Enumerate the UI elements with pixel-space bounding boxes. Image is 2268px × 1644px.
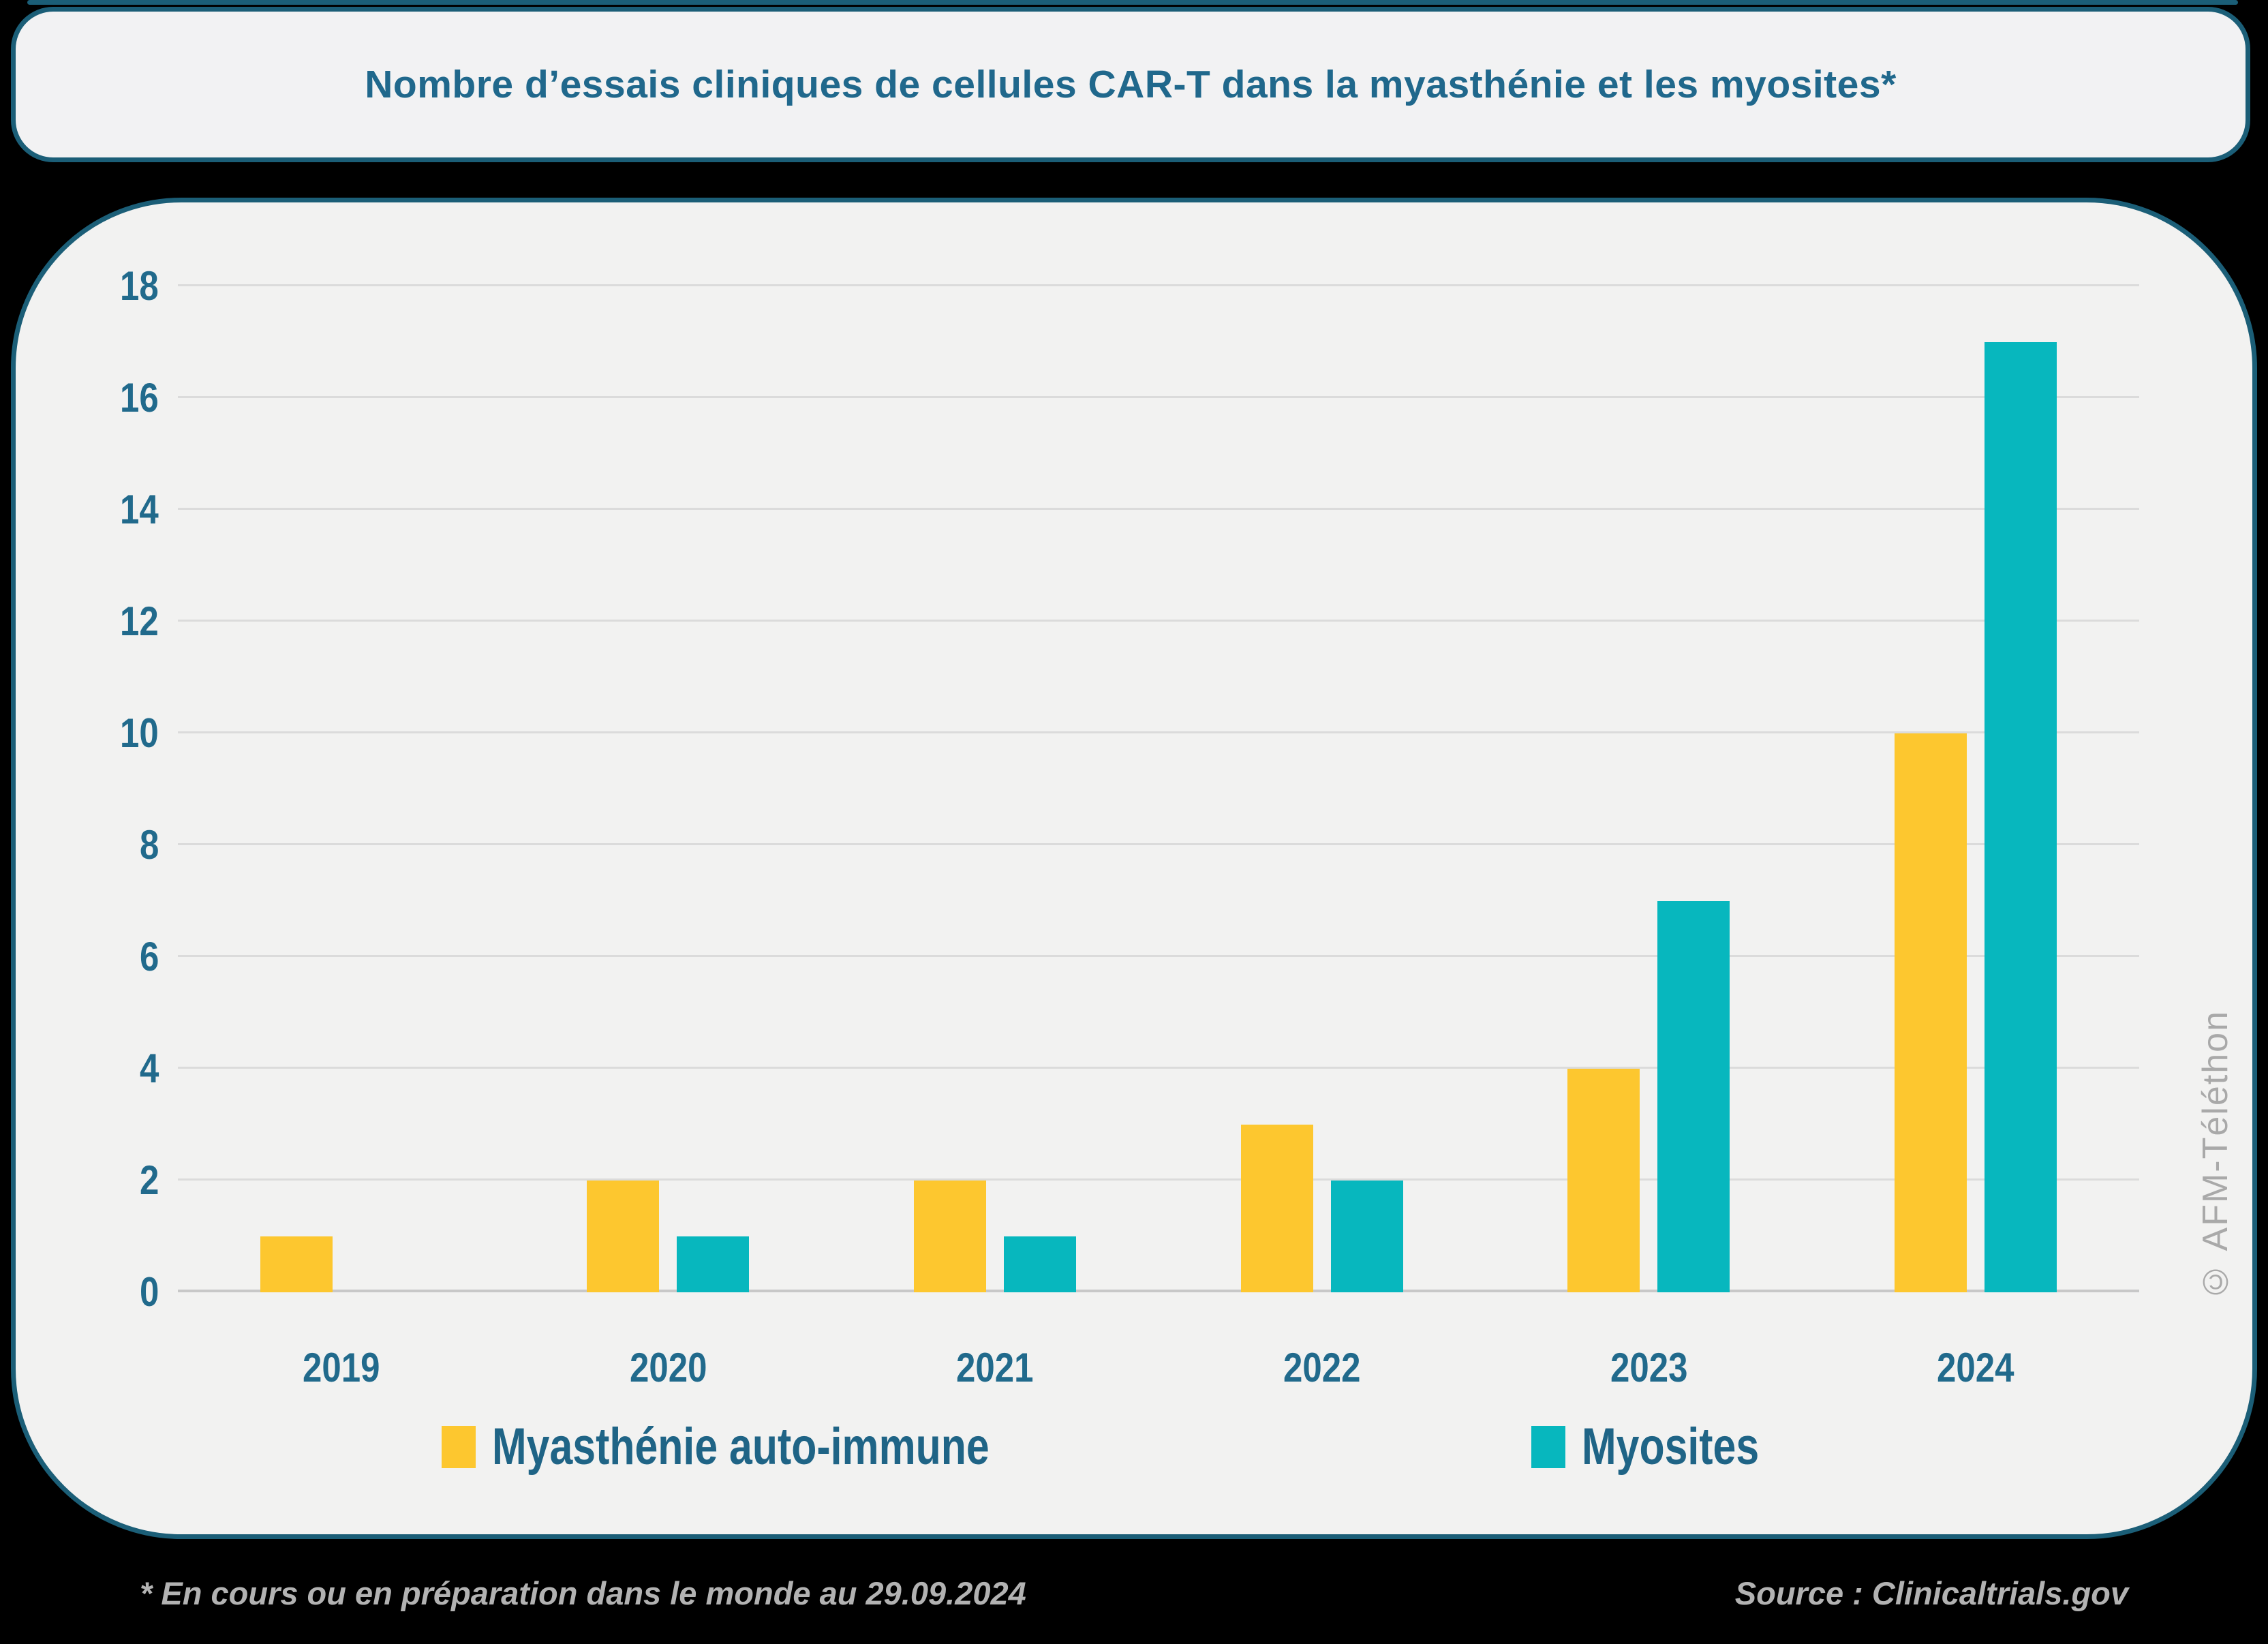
x-tick-label-2023: 2023: [1610, 1345, 1688, 1390]
gridline-0: [178, 1290, 2139, 1292]
gridline-16: [178, 396, 2139, 398]
x-tick-label-2019: 2019: [303, 1345, 380, 1390]
footnote: * En cours ou en préparation dans le mon…: [140, 1574, 1026, 1611]
bar-myasthenie-auto-immune-2022: [1240, 1125, 1313, 1292]
gridline-4: [178, 1067, 2139, 1069]
watermark: © AFM-Téléthon: [2196, 1010, 2235, 1302]
plot-area: [178, 284, 2139, 1292]
x-tick-label-2024: 2024: [1937, 1345, 2014, 1390]
bar-group-2022: [1159, 1125, 1486, 1292]
chart-panel: 0 2 4 6 8 10 12 14 16 18 2019 2020 2021 2022 2023 2024 …: [11, 198, 2257, 1539]
bar-myasthenie-auto-immune-2019: [260, 1236, 333, 1292]
footer: * En cours ou en préparation dans le mon…: [0, 1542, 2268, 1644]
bar-myasthenie-auto-immune-2024: [1895, 733, 1967, 1292]
y-tick-label-10: 10: [120, 710, 159, 756]
source-label: Source : Clinicaltrials.gov: [1734, 1574, 2128, 1611]
bar-myasthenie-auto-immune-2023: [1567, 1069, 1640, 1292]
legend-label-myasthenie-auto-immune: Myasthénie auto-immune: [492, 1418, 990, 1476]
bar-myosites-2023: [1657, 901, 1730, 1292]
bar-myosites-2021: [1004, 1236, 1077, 1292]
legend-item-myasthenie-auto-immune: Myasthénie auto-immune: [442, 1417, 1114, 1476]
bar-myasthenie-auto-immune-2020: [587, 1181, 660, 1292]
y-tick-label-14: 14: [120, 487, 159, 532]
gridline-10: [178, 731, 2139, 733]
bar-group-2024: [1812, 342, 2139, 1292]
y-tick-label-16: 16: [120, 375, 159, 421]
y-tick-label-18: 18: [120, 263, 159, 309]
bar-myosites-2024: [1984, 342, 2057, 1292]
legend-swatch-myosites: [1531, 1425, 1565, 1468]
gridline-18: [178, 284, 2139, 286]
legend-item-myosites: Myosites: [1531, 1417, 1803, 1476]
gridline-6: [178, 955, 2139, 957]
legend-label-myosites: Myosites: [1582, 1418, 1760, 1476]
gridline-14: [178, 508, 2139, 510]
y-tick-label-6: 6: [139, 934, 159, 979]
y-tick-label-0: 0: [139, 1269, 159, 1315]
bar-myosites-2020: [677, 1236, 750, 1292]
top-border-line: [27, 0, 2238, 5]
gridline-8: [178, 843, 2139, 845]
x-tick-label-2020: 2020: [629, 1345, 707, 1390]
y-tick-label-8: 8: [139, 822, 159, 868]
y-tick-label-12: 12: [120, 598, 159, 644]
x-tick-label-2022: 2022: [1283, 1345, 1361, 1390]
gridline-12: [178, 620, 2139, 622]
bar-group-2019: [178, 1236, 505, 1292]
bar-myosites-2022: [1330, 1181, 1403, 1292]
bar-myasthenie-auto-immune-2021: [914, 1181, 987, 1292]
chart-title: Nombre d’essais cliniques de cellules CA…: [365, 63, 1897, 106]
chart-title-box: Nombre d’essais cliniques de cellules CA…: [11, 7, 2250, 162]
gridline-2: [178, 1178, 2139, 1181]
legend-swatch-myasthenie-auto-immune: [442, 1425, 476, 1468]
y-tick-label-2: 2: [139, 1157, 159, 1203]
y-tick-label-4: 4: [139, 1046, 159, 1091]
bar-group-2021: [831, 1181, 1159, 1292]
bar-group-2020: [505, 1181, 832, 1292]
x-tick-label-2021: 2021: [956, 1345, 1034, 1390]
bar-group-2023: [1486, 901, 1813, 1292]
